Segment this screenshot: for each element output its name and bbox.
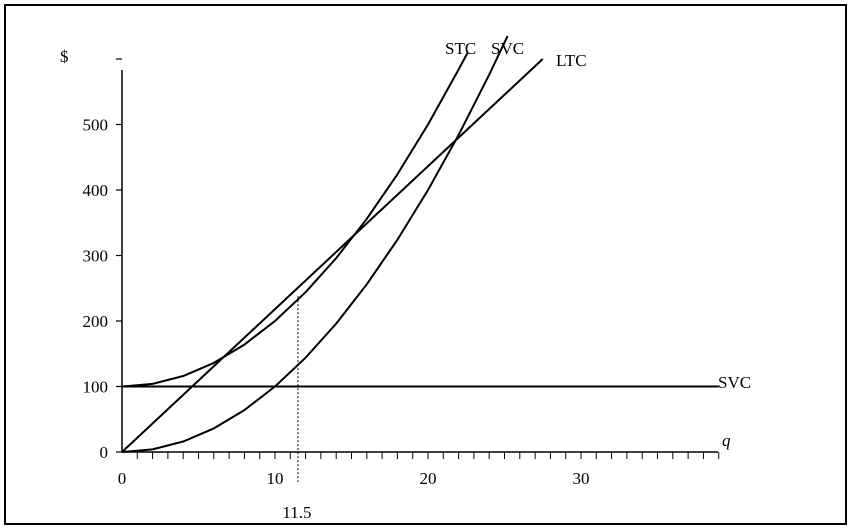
y-tick-label: 500 [83,116,109,135]
y-tick-label: 0 [100,443,109,462]
chart-frame [4,4,847,525]
x-axis-label: q [722,431,731,450]
label-ltc: LTC [556,51,587,70]
y-axis-label: $ [60,47,69,66]
y-tick-label: 100 [83,378,109,397]
label-stc: STC [445,39,476,58]
y-ticks: 0 100 200 300 400 500 [83,58,122,462]
stc-curve [121,51,469,388]
x-tick-label: 10 [267,469,284,488]
y-tick-label: 300 [83,247,109,266]
ltc-line [121,58,544,453]
x-tick-label: 30 [573,469,590,488]
x-tick-label: 0 [118,469,127,488]
series-layer [121,35,719,453]
label-svc: SVC [491,39,524,58]
y-tick-label: 200 [83,312,109,331]
svc-curve [121,35,509,453]
y-tick-label: 400 [83,181,109,200]
x-tick-label: 20 [420,469,437,488]
annotation-label: 11.5 [282,503,311,522]
label-fixed: SVC [718,373,751,392]
x-ticks: 0 10 20 30 [118,452,720,488]
